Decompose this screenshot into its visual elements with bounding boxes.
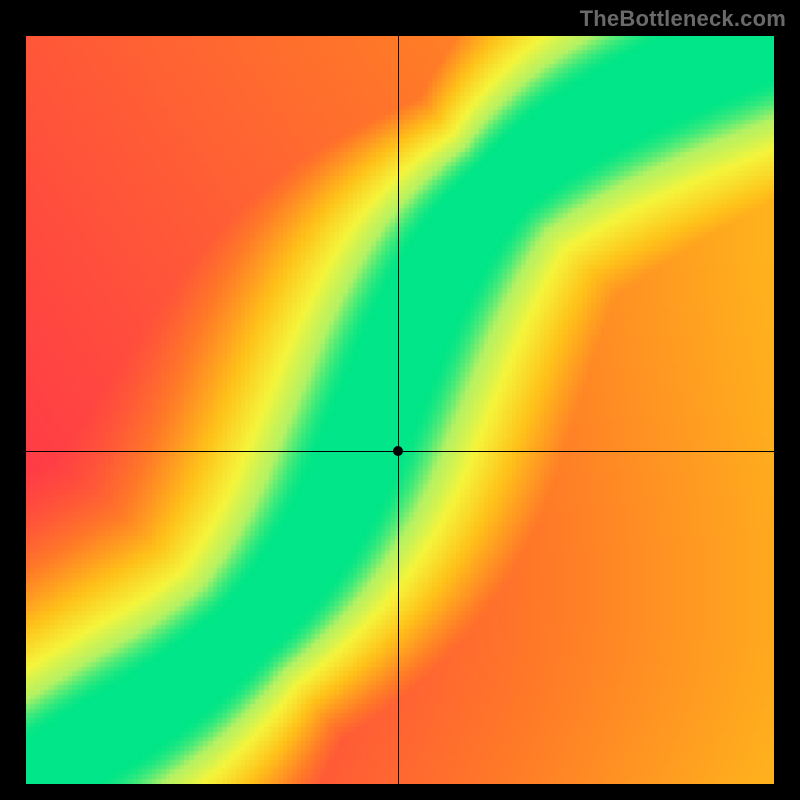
watermark-text: TheBottleneck.com: [580, 6, 786, 32]
plot-area: [26, 36, 774, 784]
crosshair-marker: [393, 446, 403, 456]
heatmap-canvas: [26, 36, 774, 784]
chart-container: { "watermark": { "text": "TheBottleneck.…: [0, 0, 800, 800]
crosshair-vertical: [398, 36, 399, 784]
